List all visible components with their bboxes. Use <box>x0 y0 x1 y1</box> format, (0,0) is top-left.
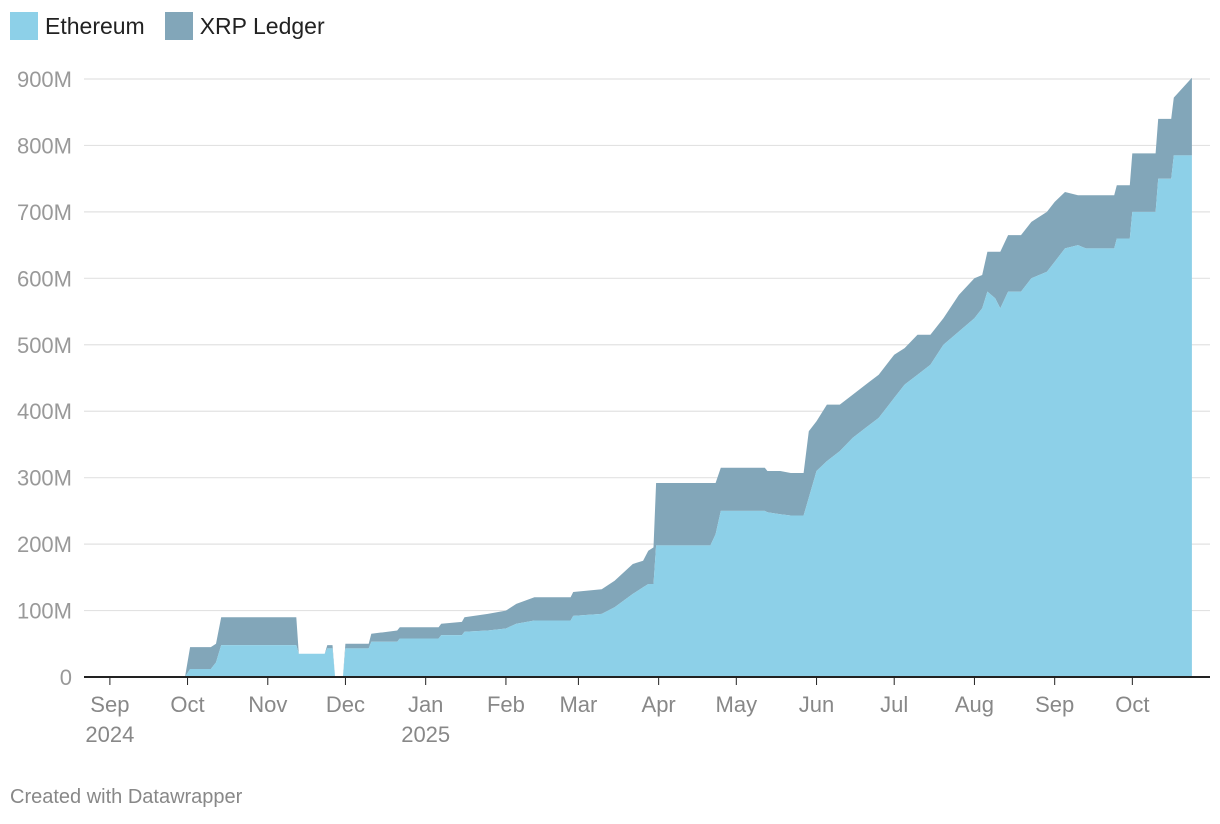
area-ethereum <box>161 155 1192 677</box>
legend-label-ethereum: Ethereum <box>45 12 145 39</box>
legend-swatch-xrp-ledger <box>164 12 193 40</box>
legend-item-ethereum: Ethereum <box>10 12 145 40</box>
x-tick-label-13: Oct <box>1115 692 1149 717</box>
x-tick-label-11: Aug <box>955 692 994 717</box>
area-chart: 0 100M 200M 300M 400M 500M 600M 700M 800M 900M Se… <box>17 67 1210 747</box>
x-tick-label-9: Jun <box>799 692 834 717</box>
x-tick-label-0: Sep <box>90 692 129 717</box>
y-tick-label-4: 400M <box>17 399 72 424</box>
area-series <box>161 77 1192 677</box>
x-tick-label-10: Jul <box>880 692 908 717</box>
x-tick-label-7: Apr <box>642 692 676 717</box>
y-tick-label-3: 300M <box>17 466 72 491</box>
x-tick-year-4: 2025 <box>401 722 450 747</box>
y-axis-ticks: 0 100M 200M 300M 400M 500M 600M 700M 800M 900M <box>17 67 72 690</box>
legend-label-xrp-ledger: XRP Ledger <box>199 12 325 39</box>
x-tick-label-6: Mar <box>559 692 597 717</box>
x-tick-label-2: Nov <box>248 692 287 717</box>
x-tick-label-4: Jan <box>408 692 443 717</box>
x-tick-year-0: 2024 <box>85 722 134 747</box>
y-tick-label-8: 800M <box>17 133 72 158</box>
x-tick-label-5: Feb <box>487 692 525 717</box>
x-tick-label-12: Sep <box>1035 692 1074 717</box>
x-tick-label-8: May <box>716 692 758 717</box>
y-tick-label-5: 500M <box>17 333 72 358</box>
legend-swatch-ethereum <box>10 12 38 40</box>
credit-footer: Created with Datawrapper <box>10 786 243 808</box>
y-tick-label-0: 0 <box>60 665 72 690</box>
y-tick-label-2: 200M <box>17 532 72 557</box>
x-tick-label-3: Dec <box>326 692 365 717</box>
legend-item-xrp-ledger: XRP Ledger <box>164 12 325 40</box>
legend: Ethereum XRP Ledger <box>10 12 345 40</box>
y-tick-label-7: 700M <box>17 200 72 225</box>
x-axis-ticks: Sep 2024 Oct Nov Dec Jan 2025 Feb Mar Apr May Jun Ju… <box>85 677 1149 747</box>
y-tick-label-9: 900M <box>17 67 72 92</box>
y-tick-label-6: 600M <box>17 266 72 291</box>
x-tick-label-1: Oct <box>170 692 204 717</box>
y-tick-label-1: 100M <box>17 599 72 624</box>
